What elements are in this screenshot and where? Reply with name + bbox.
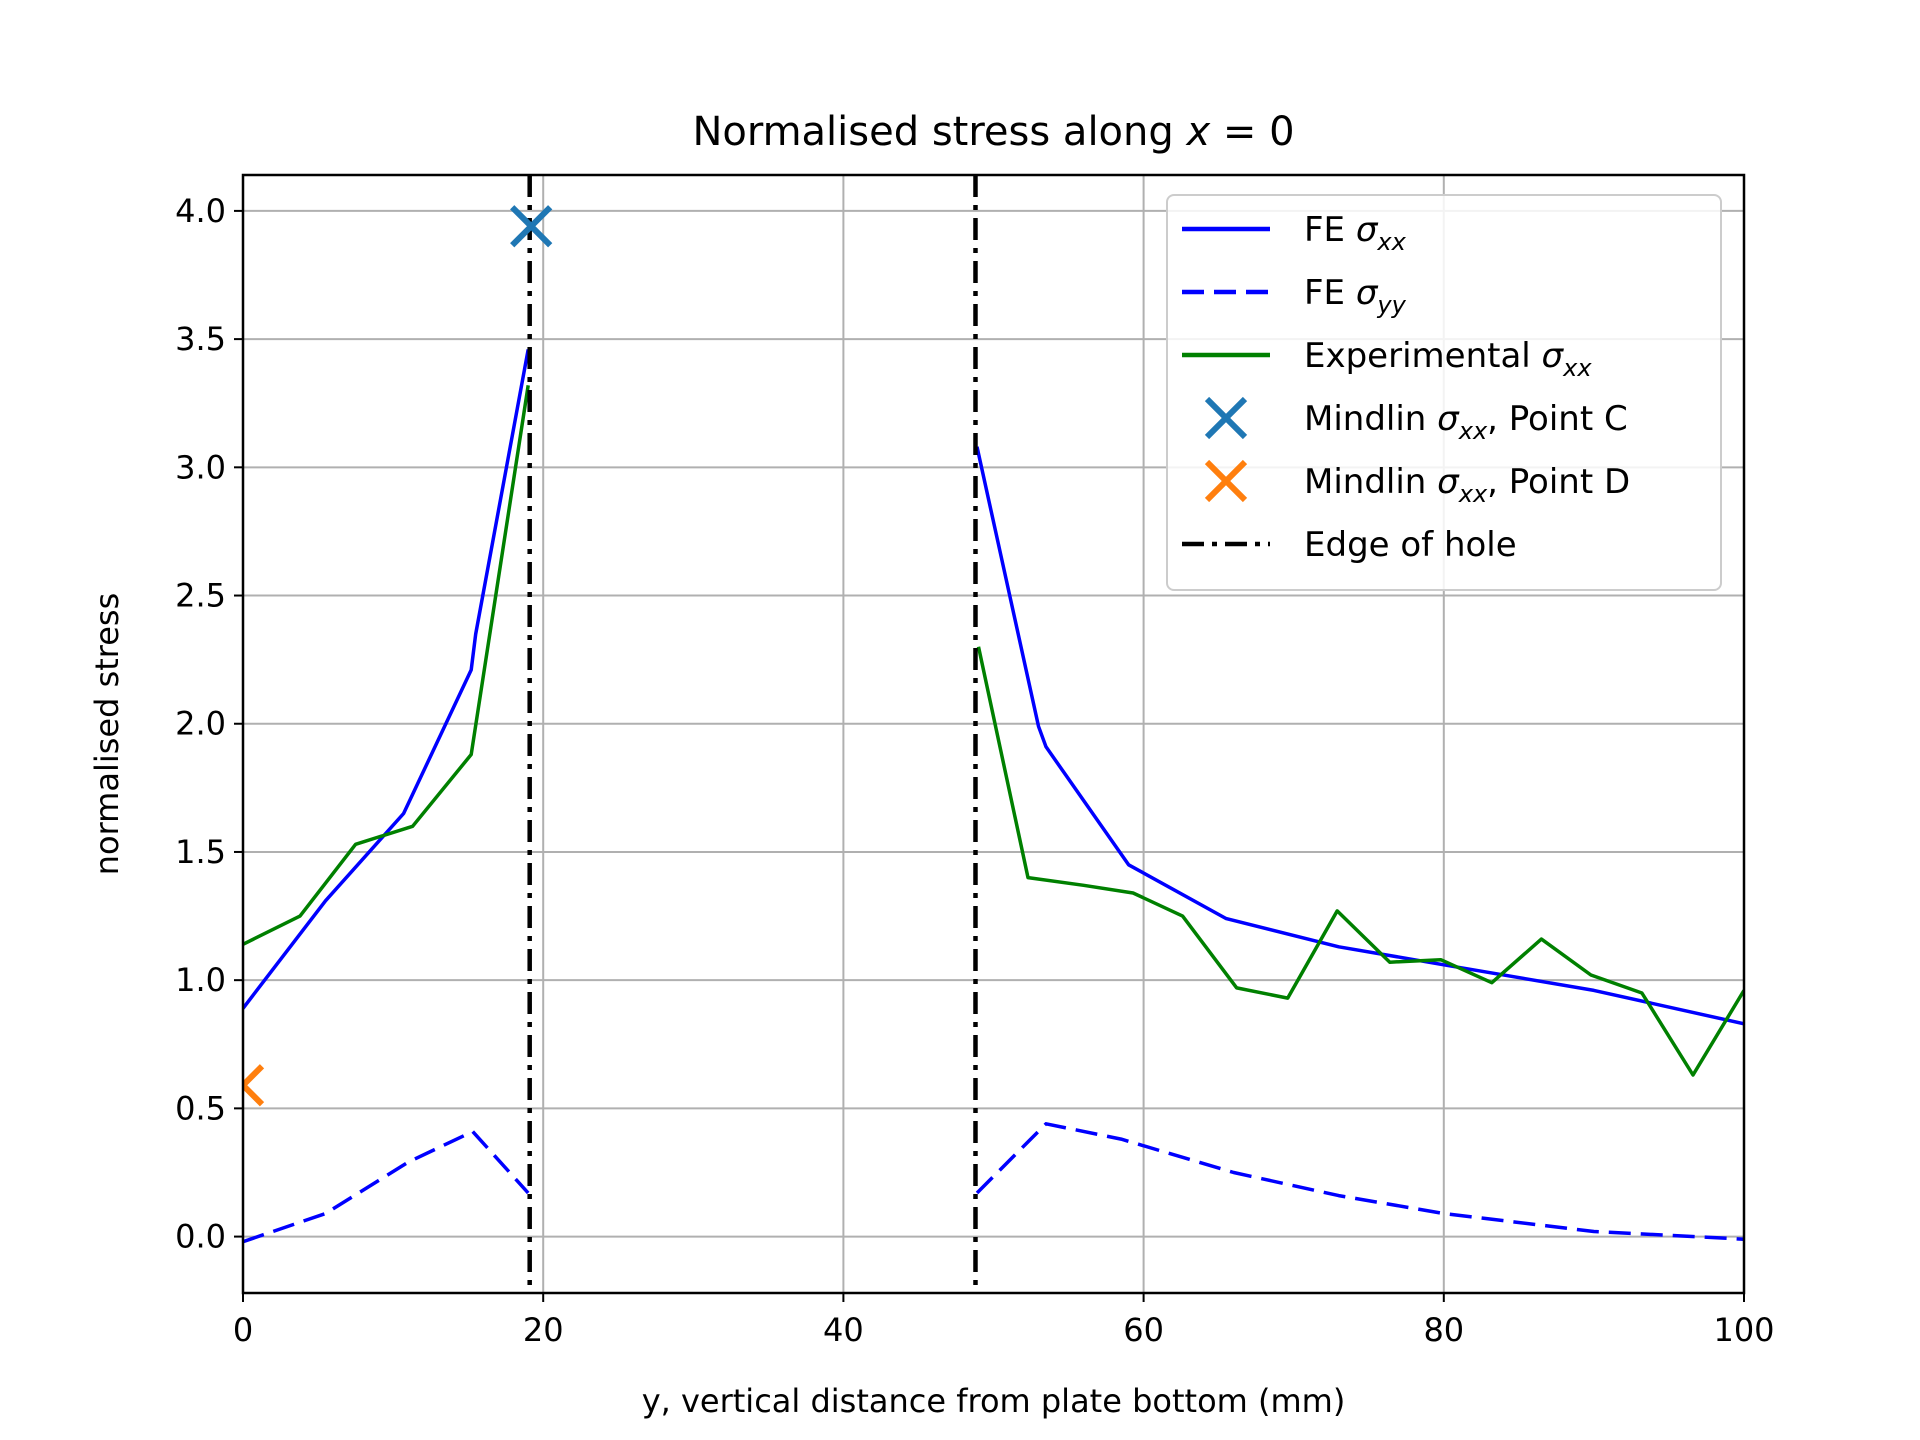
chart-title: Normalised stress along x = 0 (692, 109, 1294, 155)
x-tick-label: 60 (1123, 1311, 1164, 1349)
series-line-3 (976, 646, 1744, 1077)
legend-label: Mindlin σxx, Point D (1304, 462, 1630, 508)
legend-entry-1: FE σxx (1182, 210, 1407, 256)
ticks: 0 20 40 60 80 100 0.0 0.5 1.0 1.5 2.0 2.5 3.0 3.5 4.0 (175, 192, 1774, 1349)
y-tick-label: 3.0 (175, 448, 226, 486)
data-layer (243, 175, 1744, 1293)
x-tick-label: 20 (523, 1311, 564, 1349)
y-tick-label: 1.0 (175, 961, 226, 999)
series-line-1 (975, 446, 1744, 1026)
axes-frame (241, 173, 1746, 1295)
y-tick-label: 2.0 (175, 705, 226, 743)
x-tick-label: 80 (1423, 1311, 1464, 1349)
y-axis-label: normalised stress (88, 593, 126, 876)
chart-title-var: x (1184, 109, 1210, 155)
y-tick-label: 0.5 (175, 1089, 226, 1127)
x-tick-label: 40 (823, 1311, 864, 1349)
legend-entry-4: Mindlin σxx, Point C (1204, 396, 1628, 445)
legend-entry-5: Mindlin σxx, Point D (1204, 459, 1630, 508)
x-tick-label: 0 (233, 1311, 253, 1349)
legend: FE σxx FE σyy Experimental σxx Mindlin σxx,… (1166, 194, 1722, 591)
series-line-1 (243, 349, 530, 1010)
y-tick-label: 3.5 (175, 320, 226, 358)
chart-title-rest: = 0 (1210, 109, 1294, 155)
legend-label: Experimental σxx (1304, 336, 1592, 382)
legend-entry-6: Edge of hole (1182, 525, 1517, 565)
chart-title-prefix: Normalised stress along (692, 109, 1186, 155)
y-tick-label: 2.5 (175, 577, 226, 615)
legend-label: FE σxx (1304, 210, 1407, 256)
legend-label: Mindlin σxx, Point C (1304, 399, 1628, 445)
legend-entry-2: FE σyy (1182, 273, 1407, 319)
x-tick-label: 100 (1713, 1311, 1774, 1349)
legend-entry-3: Experimental σxx (1182, 336, 1592, 382)
y-tick-label: 0.0 (175, 1218, 226, 1256)
legend-swatch (1204, 459, 1248, 503)
series-line-2 (975, 1122, 1744, 1241)
marker-point-1 (510, 205, 553, 248)
marker-point-2 (243, 1064, 265, 1107)
legend-label: FE σyy (1304, 273, 1407, 319)
y-tick-label: 1.5 (175, 833, 226, 871)
legend-label: Edge of hole (1304, 525, 1517, 565)
legend-box (1166, 194, 1722, 591)
y-tick-label: 4.0 (175, 192, 226, 230)
x-axis-label: y, vertical distance from plate bottom (… (642, 1382, 1346, 1420)
marker-layer (243, 205, 553, 1107)
legend-swatch (1204, 396, 1248, 440)
series-line-3 (243, 385, 530, 946)
